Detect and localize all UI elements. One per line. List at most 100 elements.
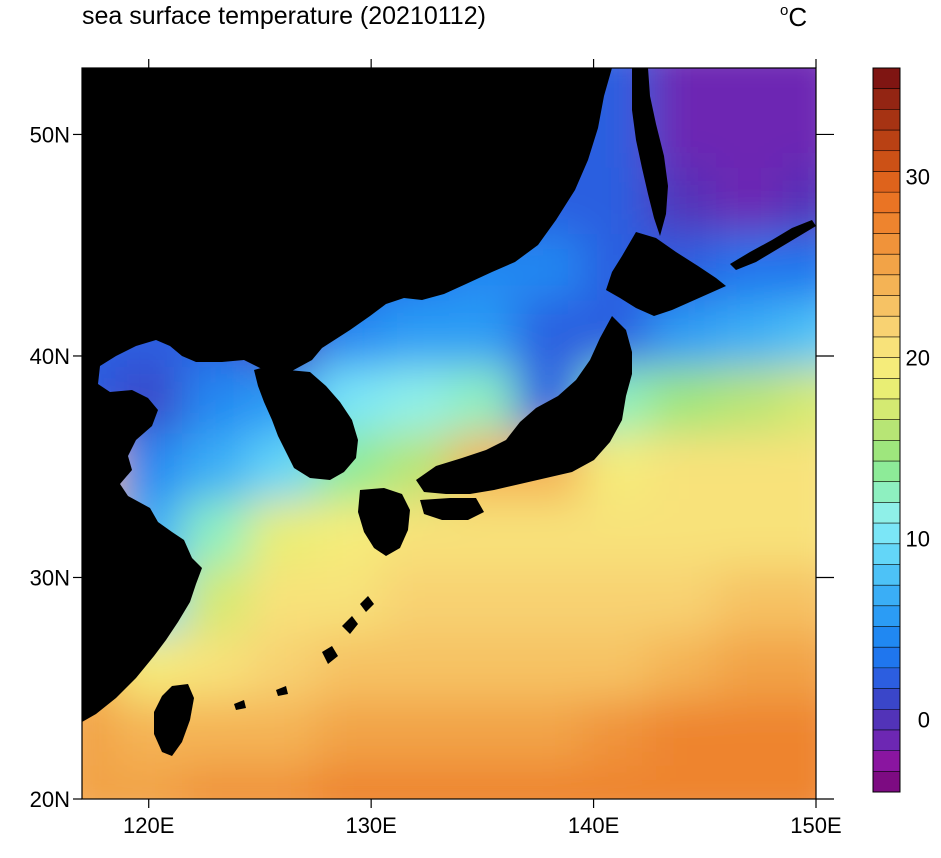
sst-cell bbox=[582, 167, 651, 236]
sst-cell bbox=[382, 765, 450, 799]
sst-cell bbox=[715, 68, 784, 103]
sst-cell bbox=[649, 68, 717, 103]
unit-symbol: C bbox=[788, 2, 808, 32]
sst-cell bbox=[248, 765, 317, 799]
colorbar-swatch bbox=[873, 709, 900, 731]
colorbar-tick-label: 30 bbox=[906, 165, 930, 190]
colorbar-swatch bbox=[873, 378, 900, 400]
colorbar-swatch bbox=[873, 502, 900, 524]
axis-ticks: 120E 130E 140E 150E 20N 30N 40N 50N bbox=[30, 59, 842, 838]
lat-tick-label: 40N bbox=[30, 344, 70, 369]
sst-cell bbox=[649, 699, 717, 767]
sst-cell bbox=[515, 699, 584, 767]
colorbar-swatch bbox=[873, 729, 900, 752]
sst-cell bbox=[382, 699, 450, 767]
sst-cell bbox=[382, 367, 450, 435]
sst-cell bbox=[515, 499, 584, 568]
sst-cell bbox=[715, 765, 784, 799]
colorbar-swatch bbox=[873, 233, 900, 255]
sst-cell bbox=[649, 433, 717, 501]
colorbar: 0 10 20 30 bbox=[872, 67, 930, 793]
sst-cell bbox=[782, 632, 816, 701]
sst-cell bbox=[782, 101, 816, 169]
sst-cell bbox=[582, 765, 651, 799]
colorbar-swatch bbox=[873, 626, 900, 648]
sst-cell bbox=[649, 765, 717, 799]
sst-cell bbox=[248, 499, 317, 568]
colorbar-swatch bbox=[873, 88, 900, 110]
sst-cell bbox=[782, 234, 816, 302]
sst-cell bbox=[115, 765, 184, 799]
sst-cell bbox=[449, 632, 517, 701]
sst-cell bbox=[782, 68, 816, 103]
lon-tick-label: 130E bbox=[345, 813, 396, 838]
sst-cell bbox=[782, 699, 816, 767]
sst-cell bbox=[649, 566, 717, 634]
sst-cell bbox=[449, 699, 517, 767]
plot-area bbox=[82, 68, 816, 799]
units-label: oC bbox=[780, 2, 807, 33]
lon-tick-label: 150E bbox=[790, 813, 841, 838]
colorbar-swatch bbox=[873, 440, 900, 462]
land-hokkaido bbox=[606, 232, 726, 316]
sst-cell bbox=[182, 632, 250, 701]
colorbar-swatch bbox=[873, 605, 900, 628]
colorbar-swatch bbox=[873, 68, 900, 90]
sst-cell bbox=[715, 499, 784, 568]
colorbar-swatch bbox=[873, 461, 900, 483]
colorbar-swatch bbox=[873, 750, 900, 772]
land-shikoku bbox=[420, 498, 484, 520]
sst-cell bbox=[182, 699, 250, 767]
sst-cell bbox=[182, 765, 250, 799]
colorbar-swatch bbox=[873, 150, 900, 172]
land-honshu bbox=[416, 316, 632, 494]
sst-cell bbox=[582, 699, 651, 767]
sst-cell bbox=[449, 765, 517, 799]
land-asia-mainland bbox=[82, 68, 612, 722]
lat-tick-label: 30N bbox=[30, 565, 70, 590]
sst-cell bbox=[582, 632, 651, 701]
sst-cell bbox=[715, 101, 784, 169]
sst-cell bbox=[715, 699, 784, 767]
sst-cell bbox=[649, 367, 717, 435]
sst-cell bbox=[315, 632, 384, 701]
sst-cell bbox=[782, 566, 816, 634]
colorbar-swatch bbox=[873, 481, 900, 503]
sst-cell bbox=[782, 300, 816, 369]
colorbar-swatch bbox=[873, 192, 900, 214]
sst-cell bbox=[715, 367, 784, 435]
colorbar-swatch bbox=[873, 130, 900, 152]
colorbar-swatch bbox=[873, 295, 900, 317]
sst-cell bbox=[782, 367, 816, 435]
sst-cell bbox=[515, 300, 584, 369]
sst-cell bbox=[382, 300, 450, 369]
sst-cell bbox=[782, 433, 816, 501]
land-taiwan bbox=[154, 684, 194, 756]
sst-cell bbox=[649, 632, 717, 701]
lon-tick-label: 140E bbox=[568, 813, 619, 838]
sst-cell bbox=[715, 300, 784, 369]
colorbar-swatch bbox=[873, 564, 900, 586]
sst-cell bbox=[182, 433, 250, 501]
lat-tick-label: 50N bbox=[30, 122, 70, 147]
colorbar-swatch bbox=[873, 585, 900, 607]
sst-cell bbox=[715, 632, 784, 701]
sst-cell bbox=[248, 699, 317, 767]
colorbar-swatch bbox=[873, 523, 900, 545]
colorbar-swatch bbox=[873, 647, 900, 669]
land-mask bbox=[82, 68, 816, 756]
sst-cell bbox=[82, 765, 117, 799]
sst-cell bbox=[782, 765, 816, 799]
colorbar-swatch bbox=[873, 171, 900, 193]
colorbar-swatch bbox=[873, 771, 900, 793]
land-kyushu bbox=[358, 488, 410, 556]
land-kuril-islands bbox=[730, 220, 816, 270]
colorbar-swatch bbox=[873, 316, 900, 338]
lon-tick-label: 120E bbox=[123, 813, 174, 838]
sst-cell bbox=[582, 499, 651, 568]
sst-cell bbox=[715, 167, 784, 236]
colorbar-swatch bbox=[873, 254, 900, 276]
sst-cell bbox=[649, 499, 717, 568]
colorbar-tick-label: 10 bbox=[906, 527, 930, 552]
sst-cell bbox=[715, 566, 784, 634]
